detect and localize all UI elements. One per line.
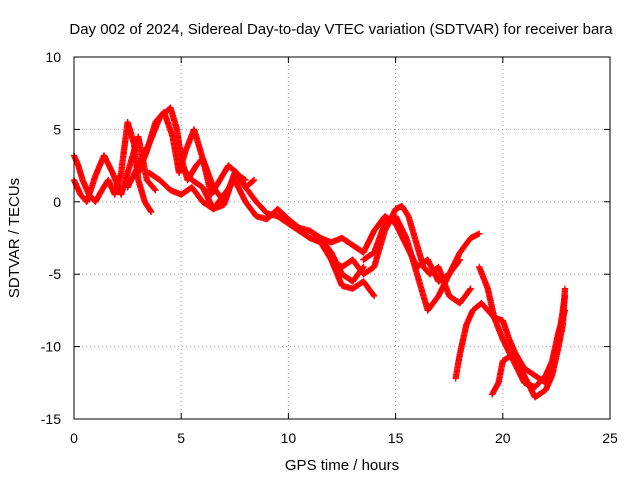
x-tick-labels: 0 5 10 15 20 25: [70, 430, 618, 446]
x-tick-label: 15: [388, 430, 404, 446]
data-point: [147, 207, 154, 215]
x-tick-label: 25: [602, 430, 618, 446]
series-track-2: [70, 133, 159, 205]
y-tick-label: 5: [53, 121, 61, 137]
y-tick-label: 10: [45, 49, 61, 65]
data-point: [152, 187, 159, 194]
y-axis-label: SDTVAR / TECUs: [6, 178, 23, 298]
data-point: [370, 292, 378, 300]
x-axis-label: GPS time / hours: [285, 457, 399, 474]
y-tick-label: -5: [49, 266, 62, 282]
chart-title: Day 002 of 2024, Sidereal Day-to-day VTE…: [69, 21, 613, 38]
data-point: [151, 186, 158, 193]
data-point: [249, 177, 257, 185]
series-track-6: [178, 162, 378, 300]
data-points: [70, 104, 569, 401]
y-tick-label: -15: [41, 411, 61, 427]
x-tick-label: 20: [495, 430, 511, 446]
data-point: [561, 285, 569, 292]
plot-frame: [73, 56, 611, 420]
data-point: [467, 285, 474, 292]
y-tick-label: 0: [53, 194, 61, 210]
series-track-1: [70, 118, 155, 216]
data-point: [370, 291, 377, 299]
y-tick-label: -10: [41, 339, 61, 355]
data-point: [456, 256, 464, 263]
data-point: [455, 257, 463, 265]
data-point: [466, 286, 474, 293]
x-tick-label: 5: [177, 430, 185, 446]
data-point: [250, 176, 258, 184]
data-point: [561, 307, 569, 314]
x-tick-label: 0: [70, 430, 78, 446]
data-point: [147, 208, 155, 216]
series-track-12: [476, 263, 569, 391]
x-tick-label: 10: [281, 430, 297, 446]
series-track-9: [360, 213, 464, 314]
data-point: [476, 230, 483, 237]
axis-ticks: [73, 56, 611, 420]
y-tick-labels: -15 -10 -5 0 5 10: [41, 49, 61, 427]
